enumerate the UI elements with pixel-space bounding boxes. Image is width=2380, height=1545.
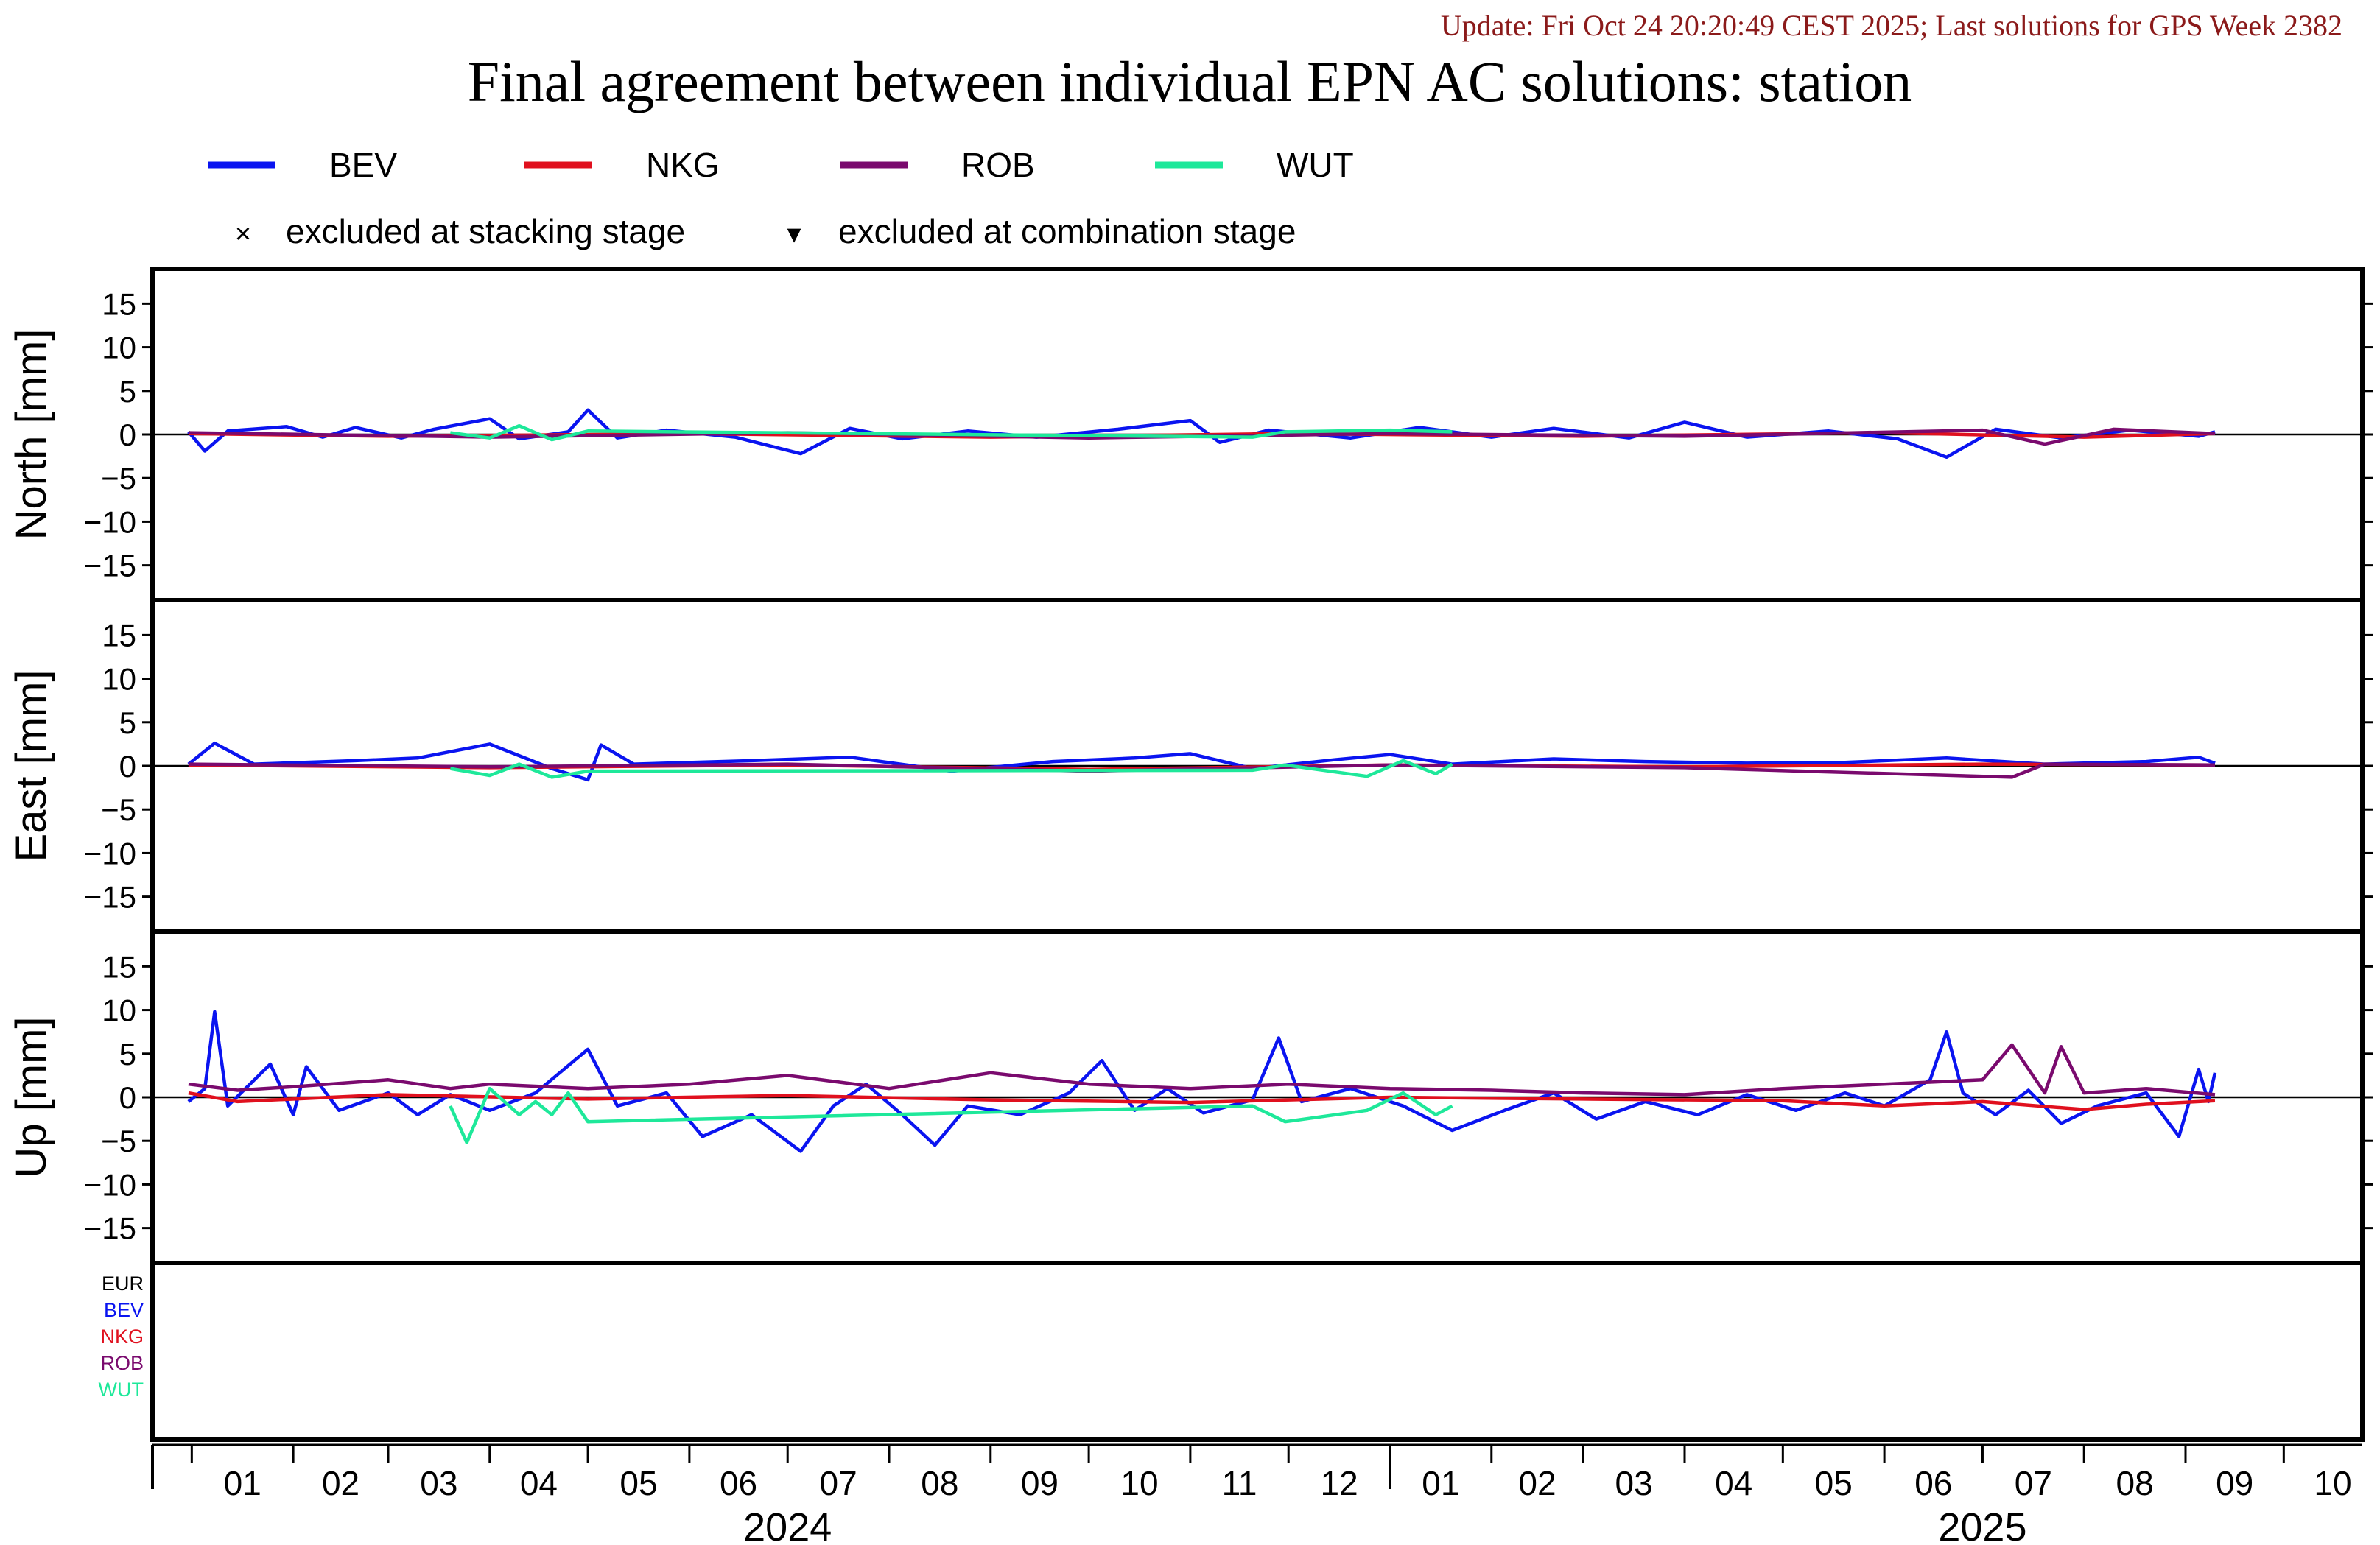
y-tick-label: 0 — [119, 418, 136, 452]
y-tick-label: −10 — [84, 1167, 136, 1202]
solution-label-nkg: NKG — [100, 1326, 144, 1348]
x-tick-label: 04 — [1715, 1464, 1752, 1502]
y-tick-label: 5 — [119, 705, 136, 740]
legend: BEV NKG ROB WUT — [208, 146, 1354, 184]
x-tick-label: 10 — [2314, 1464, 2351, 1502]
y-tick-label: −10 — [84, 504, 136, 539]
y-axis-label: East [mm] — [7, 669, 55, 862]
x-tick-label: 05 — [619, 1464, 657, 1502]
y-tick-label: 15 — [102, 949, 136, 984]
x-tick-label: 12 — [1321, 1464, 1358, 1502]
x-tick-label: 07 — [820, 1464, 857, 1502]
y-tick-label: −15 — [84, 549, 136, 583]
y-tick-label: −10 — [84, 836, 136, 870]
x-tick-label: 04 — [520, 1464, 558, 1502]
legend-label-nkg: NKG — [646, 146, 720, 184]
panel-up: 15 10 5 0 −5 −10 −15 Up [mm] — [7, 929, 2373, 1265]
x-tick-label: 11 — [1222, 1464, 1257, 1502]
y-tick-label: 5 — [119, 1037, 136, 1071]
legend-label-bev: BEV — [329, 146, 397, 184]
y-tick-label: −5 — [101, 1124, 136, 1158]
y-tick-label: −15 — [84, 880, 136, 915]
y-tick-label: 10 — [102, 993, 136, 1028]
labels-panel-frame — [150, 1261, 2365, 1442]
x-tick-label: 09 — [2216, 1464, 2253, 1502]
x-tick-label: 01 — [1422, 1464, 1459, 1502]
x-tick-label: 07 — [2015, 1464, 2052, 1502]
panel-east: 15 10 5 0 −5 −10 −15 East [mm] — [7, 598, 2373, 934]
year-label: 2024 — [743, 1505, 832, 1545]
legend-label-wut: WUT — [1277, 146, 1354, 184]
y-tick-label: −5 — [101, 792, 136, 827]
x-tick-label: 03 — [420, 1464, 457, 1502]
marker-symbol-cross: × — [235, 219, 251, 250]
solution-label-wut: WUT — [99, 1379, 144, 1401]
y-axis-label: North [mm] — [7, 329, 55, 541]
y-tick-label: −15 — [84, 1211, 136, 1246]
marker-symbol-triangle: ▾ — [787, 219, 801, 250]
x-tick-label: 06 — [1914, 1464, 1952, 1502]
series-bev — [187, 741, 2216, 782]
x-tick-label: 05 — [1815, 1464, 1853, 1502]
panel-north: 15 10 5 0 −5 −10 −15 North [mm] — [7, 267, 2373, 602]
y-tick-label: 10 — [102, 331, 136, 365]
series-wut — [449, 1086, 1453, 1144]
x-tick-label: 02 — [1518, 1464, 1556, 1502]
chart-title: Final agreement between individual EPN A… — [468, 49, 1912, 113]
solution-label-eur: EUR — [102, 1273, 144, 1295]
year-label: 2025 — [1938, 1505, 2026, 1545]
series-wut — [450, 423, 1453, 442]
x-tick-label: 06 — [720, 1464, 757, 1502]
y-tick-label: −5 — [101, 461, 136, 496]
marker-legend: × excluded at stacking stage ▾ excluded at … — [235, 212, 1296, 250]
x-tick-label: 01 — [224, 1464, 261, 1502]
series-wut — [450, 759, 1453, 779]
y-tick-label: 15 — [102, 618, 136, 652]
marker-label-combination: excluded at combination stage — [838, 212, 1296, 250]
x-tick-label: 08 — [2116, 1464, 2154, 1502]
y-tick-label: 0 — [119, 749, 136, 784]
solution-label-bev: BEV — [104, 1299, 144, 1321]
update-timestamp: Update: Fri Oct 24 20:20:49 CEST 2025; L… — [1441, 9, 2342, 42]
y-axis-label: Up [mm] — [7, 1016, 55, 1178]
solution-label-rob: ROB — [100, 1352, 144, 1374]
x-tick-label: 03 — [1615, 1464, 1653, 1502]
y-tick-label: 0 — [119, 1080, 136, 1115]
series-rob — [188, 1043, 2216, 1097]
x-tick-label: 08 — [921, 1464, 958, 1502]
y-tick-label: 15 — [102, 286, 136, 321]
x-axis: 01 02 03 04 05 06 07 08 09 10 11 12 01 02 03 04 05 06 07 08… — [151, 1443, 2362, 1545]
series-nkg — [188, 1091, 2216, 1111]
x-tick-label: 10 — [1120, 1464, 1158, 1502]
y-tick-label: 5 — [119, 374, 136, 409]
series-rob — [188, 427, 2216, 446]
marker-label-stacking: excluded at stacking stage — [286, 212, 685, 250]
legend-label-rob: ROB — [961, 146, 1035, 184]
y-tick-label: 10 — [102, 662, 136, 697]
plot-panels: 15 10 5 0 −5 −10 −15 North [mm] 15 10 5 0 −5 −10 −15 Ea… — [7, 267, 2373, 1265]
x-tick-label: 09 — [1021, 1464, 1059, 1502]
x-tick-label: 02 — [322, 1464, 359, 1502]
solution-labels-panel: EUR BEV NKG ROB WUT — [99, 1261, 2365, 1442]
